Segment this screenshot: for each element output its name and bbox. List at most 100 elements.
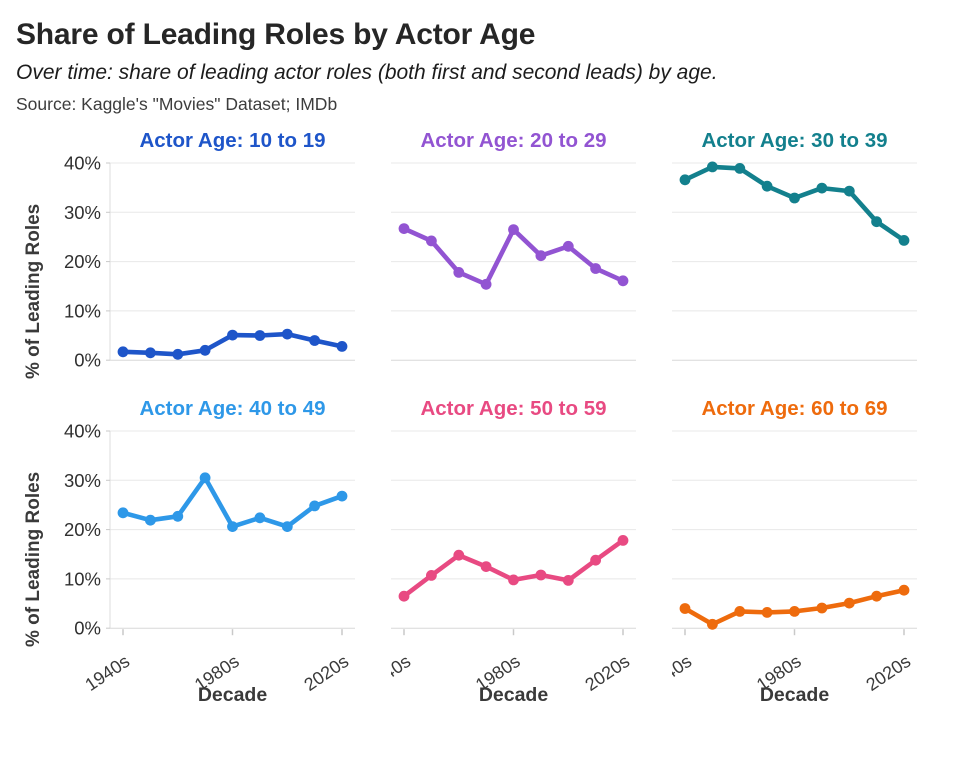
x-tick-label: 2020s bbox=[300, 651, 352, 695]
data-point bbox=[398, 590, 410, 602]
data-point bbox=[254, 330, 266, 341]
data-point bbox=[453, 549, 465, 561]
data-point bbox=[281, 328, 293, 340]
data-point bbox=[816, 602, 828, 614]
x-tick-label: 2020s bbox=[581, 651, 633, 695]
chart-row-bottom: % of Leading Roles Actor Age: 40 to 49 40… bbox=[14, 391, 960, 709]
data-point bbox=[707, 618, 718, 630]
data-point bbox=[789, 606, 800, 617]
data-point bbox=[816, 182, 828, 194]
data-point bbox=[281, 521, 293, 532]
data-point bbox=[145, 514, 156, 526]
decade-axis-label: Decade bbox=[760, 684, 830, 706]
data-point bbox=[679, 174, 691, 186]
y-axis-title: % of Leading Roles bbox=[23, 203, 44, 379]
data-line bbox=[682, 164, 907, 243]
y-tick-label: 0% bbox=[74, 350, 101, 367]
data-point bbox=[761, 180, 773, 192]
data-point bbox=[789, 192, 800, 204]
chart-header: Share of Leading Roles by Actor Age Over… bbox=[0, 0, 960, 115]
y-tick-label: 40% bbox=[64, 421, 101, 442]
panel-title: Actor Age: 60 to 69 bbox=[701, 397, 887, 420]
x-tick-label: 2020s bbox=[862, 651, 914, 695]
page-title: Share of Leading Roles by Actor Age bbox=[16, 18, 536, 51]
source-note: Source: Kaggle's "Movies" Dataset; IMDb bbox=[16, 94, 338, 114]
data-point bbox=[535, 250, 547, 262]
row-panels: Actor Age: 10 to 19 40% 30% 20% 10% 0% Actor A… bbox=[54, 123, 917, 367]
data-point bbox=[453, 267, 465, 278]
data-line bbox=[401, 538, 626, 599]
data-point bbox=[734, 606, 746, 617]
data-point bbox=[843, 185, 855, 197]
data-point bbox=[480, 278, 492, 290]
data-point bbox=[535, 569, 547, 581]
data-point bbox=[679, 603, 691, 614]
data-point bbox=[254, 512, 266, 524]
data-point bbox=[336, 490, 348, 502]
data-point bbox=[590, 263, 601, 274]
panel-actor-age-20-to-29: Actor Age: 20 to 29 bbox=[391, 129, 636, 361]
chart-subtitle: Over time: share of leading actor roles … bbox=[16, 61, 718, 84]
panel-title: Actor Age: 30 to 39 bbox=[701, 129, 887, 152]
panel-title: Actor Age: 20 to 29 bbox=[420, 129, 606, 152]
x-tick-label: 1940s bbox=[81, 651, 133, 695]
data-line bbox=[120, 475, 345, 529]
data-point bbox=[617, 535, 629, 546]
data-point bbox=[398, 223, 410, 234]
row-panels: Actor Age: 40 to 49 40% 30% 20% 10% 0% 1940s 19… bbox=[54, 391, 917, 709]
y-tick-label: 20% bbox=[64, 519, 101, 540]
data-point bbox=[871, 216, 882, 228]
data-point bbox=[426, 570, 437, 581]
data-point bbox=[508, 224, 519, 235]
data-point bbox=[617, 275, 629, 287]
data-point bbox=[227, 329, 238, 341]
data-point bbox=[199, 344, 211, 356]
data-point bbox=[843, 597, 855, 609]
y-axis-title: % of Leading Roles bbox=[23, 471, 44, 647]
data-point bbox=[145, 347, 156, 359]
data-point bbox=[898, 584, 910, 596]
data-point bbox=[898, 235, 910, 246]
data-point bbox=[336, 341, 348, 352]
y-tick-label: 40% bbox=[64, 153, 101, 174]
x-tick-label: 1940s bbox=[672, 651, 695, 695]
data-point bbox=[590, 554, 601, 566]
data-point bbox=[117, 346, 129, 358]
panel-title: Actor Age: 50 to 59 bbox=[420, 397, 606, 420]
decade-axis-label: Decade bbox=[198, 684, 268, 706]
data-point bbox=[117, 507, 129, 519]
data-point bbox=[172, 510, 184, 522]
data-point bbox=[562, 240, 574, 252]
data-point bbox=[309, 335, 320, 346]
charts-grid: % of Leading Roles Actor Age: 10 to 19 40… bbox=[0, 123, 960, 709]
y-tick-label: 10% bbox=[64, 568, 101, 589]
chart-row-top: % of Leading Roles Actor Age: 10 to 19 40… bbox=[14, 123, 960, 379]
data-point bbox=[227, 521, 238, 532]
y-tick-label: 20% bbox=[64, 251, 101, 272]
data-point bbox=[871, 590, 882, 602]
decade-axis-label: Decade bbox=[479, 684, 549, 706]
data-point bbox=[199, 472, 211, 484]
data-point bbox=[508, 574, 519, 586]
panel-actor-age-10-to-19: Actor Age: 10 to 19 40% 30% 20% 10% 0% bbox=[64, 129, 355, 367]
data-line bbox=[401, 226, 626, 287]
data-point bbox=[426, 235, 437, 247]
y-tick-label: 30% bbox=[64, 202, 101, 223]
panel-actor-age-30-to-39: Actor Age: 30 to 39 bbox=[672, 129, 917, 361]
data-point bbox=[761, 607, 773, 618]
x-tick-label: 1940s bbox=[391, 651, 414, 695]
panel-title: Actor Age: 10 to 19 bbox=[139, 129, 325, 152]
data-point bbox=[309, 500, 320, 512]
panel-title: Actor Age: 40 to 49 bbox=[139, 397, 325, 420]
data-point bbox=[172, 348, 184, 360]
data-point bbox=[562, 575, 574, 586]
data-point bbox=[480, 561, 492, 572]
y-tick-label: 0% bbox=[74, 618, 101, 639]
data-point bbox=[707, 161, 718, 173]
y-tick-label: 30% bbox=[64, 470, 101, 491]
data-point bbox=[734, 163, 746, 174]
y-tick-label: 10% bbox=[64, 300, 101, 321]
